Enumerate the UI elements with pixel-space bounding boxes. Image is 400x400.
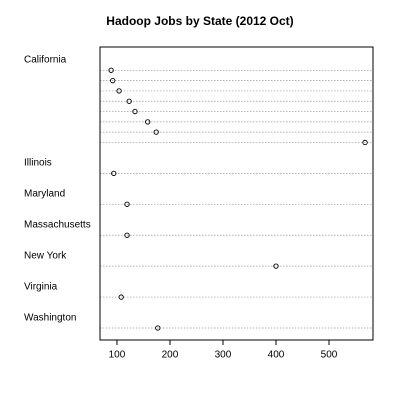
dot	[155, 325, 161, 331]
group-label: Illinois	[24, 158, 52, 169]
x-tick-label: 300	[215, 350, 232, 361]
dot	[124, 201, 130, 207]
dot	[116, 88, 122, 94]
dot	[124, 232, 130, 238]
plot-frame	[99, 46, 374, 341]
dot	[126, 98, 132, 104]
dot	[108, 67, 114, 73]
dot	[111, 170, 117, 177]
dot	[153, 129, 159, 135]
dot	[110, 77, 116, 84]
group-label: New York	[24, 250, 67, 261]
group-label: Washington	[24, 312, 76, 323]
dot	[273, 263, 279, 269]
dot	[362, 139, 368, 146]
dot	[118, 294, 124, 300]
x-tick-label: 500	[321, 350, 338, 361]
dot	[132, 108, 138, 115]
dot	[145, 119, 151, 125]
x-tick-label: 200	[162, 350, 179, 361]
group-label: Maryland	[24, 189, 65, 200]
group-label: California	[24, 55, 67, 66]
x-tick-label: 100	[109, 350, 126, 361]
x-tick-label: 400	[268, 350, 285, 361]
group-label: Virginia	[24, 281, 58, 292]
group-label: Massachusetts	[24, 220, 91, 231]
chart-title: Hadoop Jobs by State (2012 Oct)	[106, 14, 293, 28]
